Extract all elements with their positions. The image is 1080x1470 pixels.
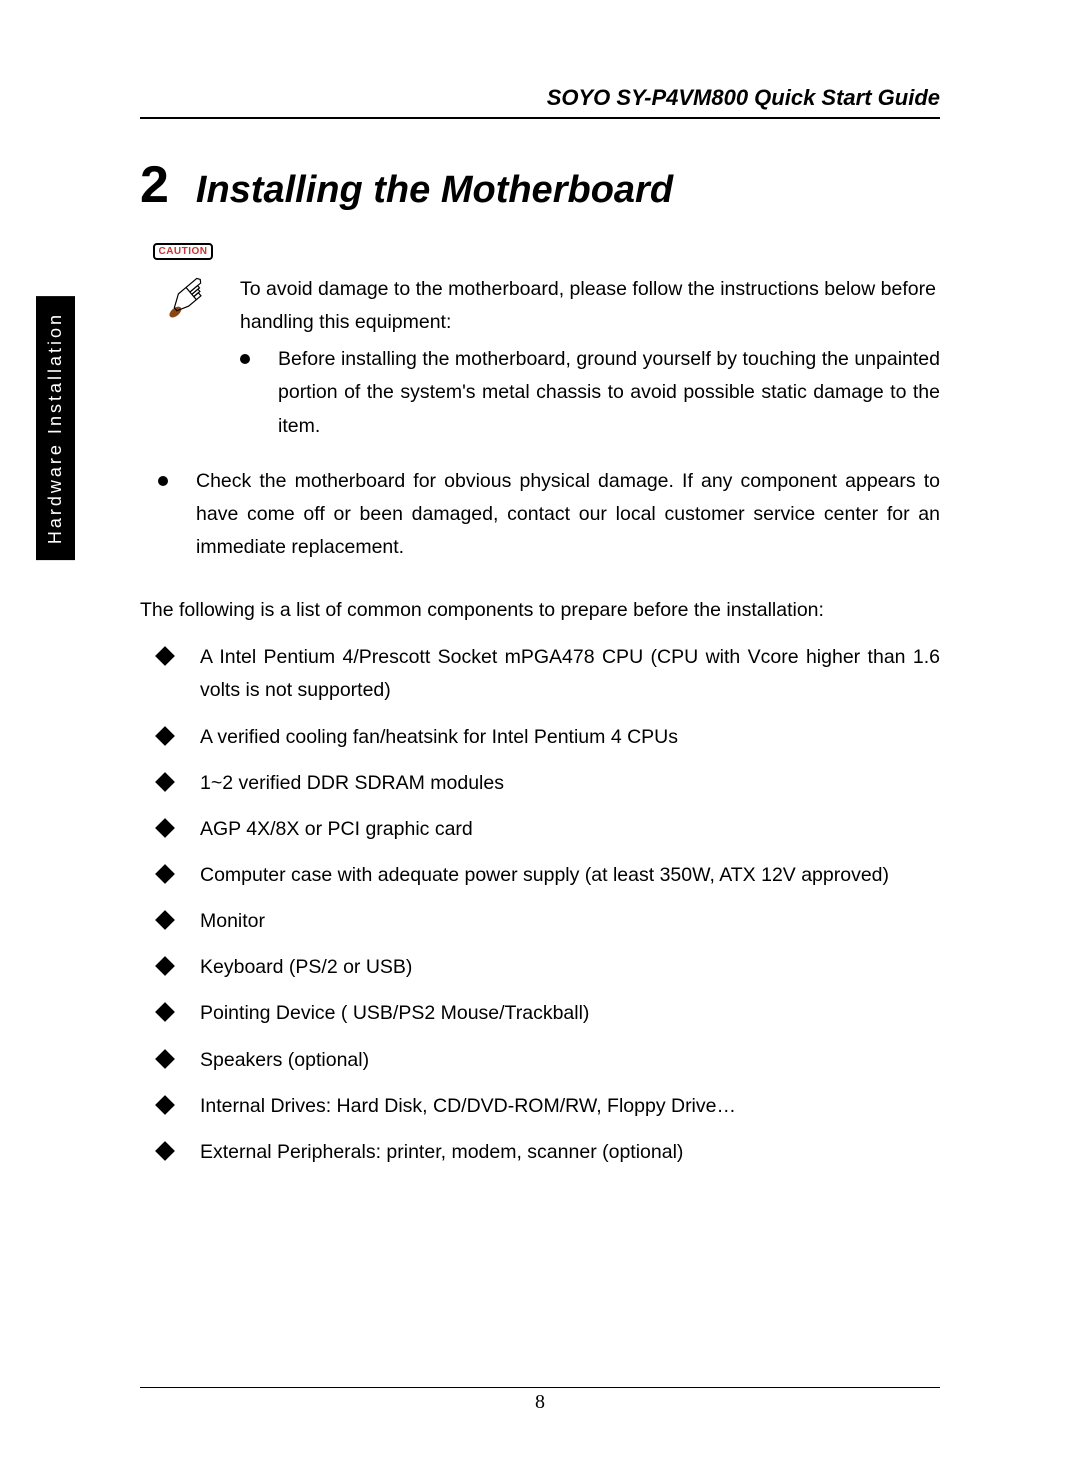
- component-text: Keyboard (PS/2 or USB): [200, 951, 940, 984]
- diamond-bullet-icon: [155, 772, 175, 792]
- component-item: AGP 4X/8X or PCI graphic card: [158, 813, 940, 846]
- component-item: Computer case with adequate power supply…: [158, 859, 940, 892]
- component-item: Internal Drives: Hard Disk, CD/DVD-ROM/R…: [158, 1090, 940, 1123]
- caution-text-block: To avoid damage to the motherboard, plea…: [240, 243, 940, 445]
- header-rule: [140, 117, 940, 119]
- diamond-bullet-icon: [155, 1095, 175, 1115]
- diamond-bullet-icon: [155, 910, 175, 930]
- page-content: SOYO SY-P4VM800 Quick Start Guide 2 Inst…: [0, 0, 1080, 1242]
- caution-intro: To avoid damage to the motherboard, plea…: [240, 273, 940, 339]
- components-list: A Intel Pentium 4/Prescott Socket mPGA47…: [158, 641, 940, 1169]
- component-text: 1~2 verified DDR SDRAM modules: [200, 767, 940, 800]
- component-item: Pointing Device ( USB/PS2 Mouse/Trackbal…: [158, 997, 940, 1030]
- header-title: SOYO SY-P4VM800 Quick Start Guide: [140, 85, 940, 117]
- chapter-title: Installing the Motherboard: [196, 169, 673, 212]
- diamond-bullet-icon: [155, 1049, 175, 1069]
- footer-rule: [140, 1387, 940, 1388]
- caution-section: CAUTION To avoid damage to the motherboa…: [140, 243, 940, 445]
- components-intro: The following is a list of common compon…: [140, 594, 940, 627]
- round-bullet-icon: [158, 476, 168, 486]
- component-item: Speakers (optional): [158, 1044, 940, 1077]
- diamond-bullet-icon: [155, 1002, 175, 1022]
- pointing-hand-icon: [144, 251, 223, 330]
- check-damage-text: Check the motherboard for obvious physic…: [196, 465, 940, 564]
- component-item: Keyboard (PS/2 or USB): [158, 951, 940, 984]
- chapter-number: 2: [140, 155, 168, 215]
- component-item: External Peripherals: printer, modem, sc…: [158, 1136, 940, 1169]
- caution-sub-bullet: Before installing the motherboard, groun…: [278, 343, 940, 442]
- diamond-bullet-icon: [155, 726, 175, 746]
- check-damage-bullet: Check the motherboard for obvious physic…: [158, 465, 940, 564]
- diamond-bullet-icon: [155, 864, 175, 884]
- component-text: Internal Drives: Hard Disk, CD/DVD-ROM/R…: [200, 1090, 940, 1123]
- diamond-bullet-icon: [155, 646, 175, 666]
- component-text: A verified cooling fan/heatsink for Inte…: [200, 721, 940, 754]
- component-text: Computer case with adequate power supply…: [200, 859, 940, 892]
- component-text: Pointing Device ( USB/PS2 Mouse/Trackbal…: [200, 997, 940, 1030]
- component-item: A verified cooling fan/heatsink for Inte…: [158, 721, 940, 754]
- component-item: 1~2 verified DDR SDRAM modules: [158, 767, 940, 800]
- component-text: Speakers (optional): [200, 1044, 940, 1077]
- diamond-bullet-icon: [155, 818, 175, 838]
- diamond-bullet-icon: [155, 1141, 175, 1161]
- component-text: AGP 4X/8X or PCI graphic card: [200, 813, 940, 846]
- chapter-heading: 2 Installing the Motherboard: [140, 155, 940, 215]
- component-item: Monitor: [158, 905, 940, 938]
- component-text: Monitor: [200, 905, 940, 938]
- caution-icon: CAUTION: [140, 243, 226, 318]
- page-number: 8: [0, 1391, 1080, 1414]
- caution-bullet-row: Before installing the motherboard, groun…: [240, 343, 940, 442]
- component-text: A Intel Pentium 4/Prescott Socket mPGA47…: [200, 641, 940, 707]
- caution-bullet-list: Before installing the motherboard, groun…: [240, 343, 940, 442]
- round-bullet-icon: [240, 354, 250, 364]
- component-item: A Intel Pentium 4/Prescott Socket mPGA47…: [158, 641, 940, 707]
- component-text: External Peripherals: printer, modem, sc…: [200, 1136, 940, 1169]
- diamond-bullet-icon: [155, 956, 175, 976]
